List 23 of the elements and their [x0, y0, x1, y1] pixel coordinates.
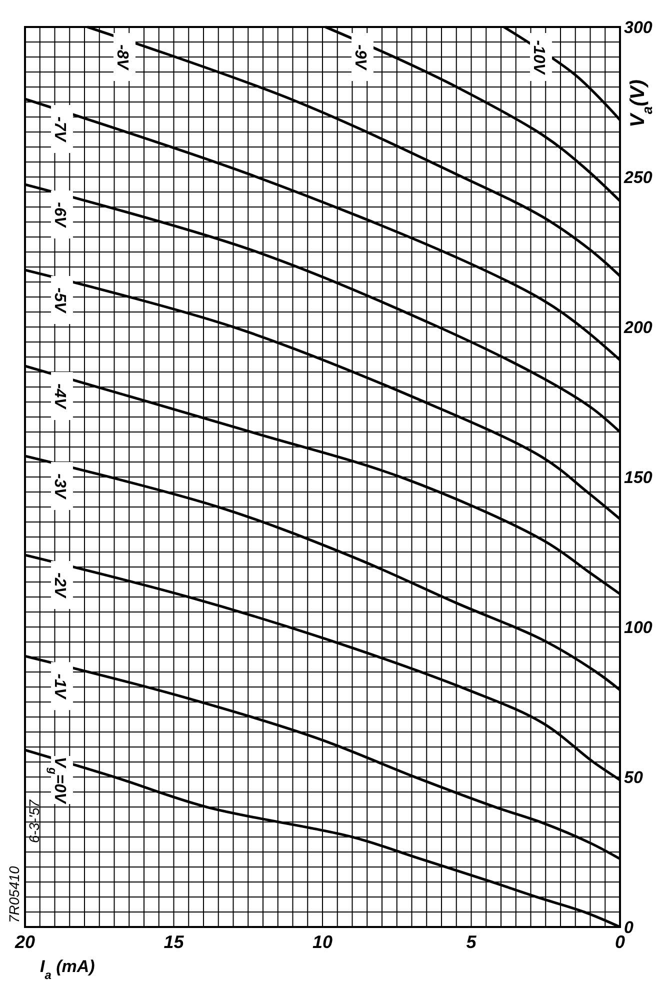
- text: 7R05410: [6, 866, 22, 923]
- text: -2V: [51, 572, 68, 599]
- text: -6V: [51, 202, 68, 228]
- text: -10V: [530, 40, 547, 76]
- text: -7V: [51, 116, 68, 143]
- x-tick-label: 5: [466, 932, 478, 952]
- text: -3V: [51, 474, 68, 500]
- x-tick-label: 10: [312, 932, 333, 952]
- x-tick-label: 15: [164, 932, 185, 952]
- text: -4V: [51, 384, 68, 410]
- y-tick-label: 250: [623, 168, 653, 187]
- y-tick-label: 200: [623, 318, 653, 337]
- y-tick-label: 100: [624, 618, 653, 637]
- y-tick-label: 300: [624, 18, 653, 37]
- text: -9V: [351, 44, 368, 71]
- x-axis-title: I$_{a}$ (mA): [40, 957, 96, 982]
- text: -1V: [51, 674, 68, 700]
- y-tick-label: 50: [624, 768, 644, 787]
- y-tick-label: 150: [624, 468, 653, 487]
- x-tick-label: 20: [14, 932, 36, 952]
- y-tick-label: 0: [624, 918, 634, 937]
- text: -5V: [51, 288, 68, 314]
- text: -8V: [113, 44, 130, 71]
